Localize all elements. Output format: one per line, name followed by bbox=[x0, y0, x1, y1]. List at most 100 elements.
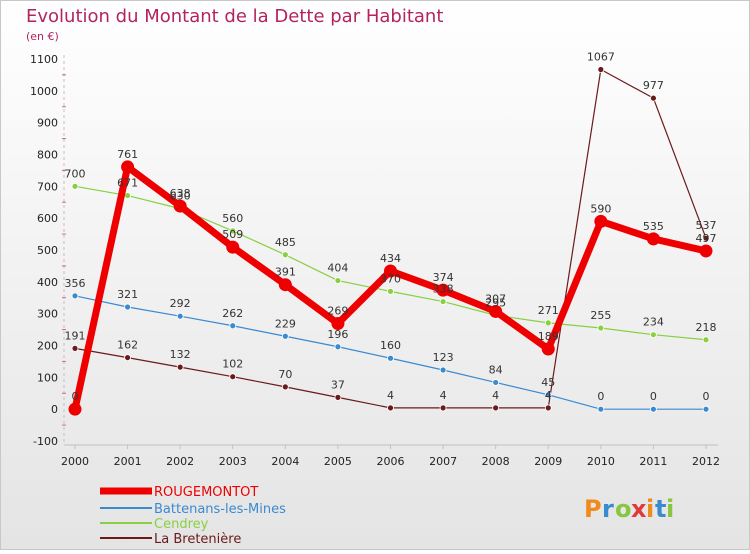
data-point bbox=[387, 354, 394, 362]
data-label: 434 bbox=[380, 252, 401, 265]
data-label: 391 bbox=[275, 266, 296, 279]
x-tick-label: 2006 bbox=[377, 455, 405, 468]
data-label: 977 bbox=[643, 79, 664, 92]
data-label: 590 bbox=[590, 202, 611, 215]
data-point bbox=[334, 393, 342, 401]
data-label: 189 bbox=[538, 330, 559, 343]
data-label: 700 bbox=[65, 167, 86, 180]
data-point bbox=[229, 373, 237, 381]
data-label: 560 bbox=[222, 212, 243, 225]
data-label: 638 bbox=[170, 187, 191, 200]
data-label: 356 bbox=[65, 277, 86, 290]
data-point bbox=[281, 251, 289, 259]
series-0 bbox=[68, 160, 713, 416]
data-point bbox=[646, 232, 660, 246]
data-label: 0 bbox=[597, 390, 604, 403]
data-label: 509 bbox=[222, 228, 243, 241]
data-label: 338 bbox=[433, 283, 454, 296]
data-label: 4 bbox=[440, 389, 447, 402]
data-label: 0 bbox=[703, 390, 710, 403]
data-label: 123 bbox=[433, 351, 454, 364]
logo-letter: i bbox=[666, 495, 674, 523]
x-tick-label: 2005 bbox=[324, 455, 352, 468]
y-tick-label: -100 bbox=[33, 435, 58, 448]
y-tick-label: 100 bbox=[37, 371, 58, 384]
data-label: 485 bbox=[275, 236, 296, 249]
data-point bbox=[489, 304, 503, 318]
data-point bbox=[439, 366, 447, 374]
data-label: 370 bbox=[380, 272, 401, 285]
series-3 bbox=[71, 66, 710, 412]
data-point bbox=[176, 312, 184, 320]
data-point bbox=[544, 391, 552, 399]
data-point bbox=[597, 324, 605, 332]
y-tick-label: 900 bbox=[37, 117, 58, 130]
y-tick-label: 700 bbox=[37, 180, 58, 193]
data-point bbox=[124, 303, 131, 311]
logo-letter: P bbox=[584, 495, 602, 523]
x-tick-label: 2011 bbox=[639, 455, 667, 468]
x-tick-label: 2004 bbox=[271, 455, 299, 468]
series-labels-2: 700 671 630 560 485 404 370 338 295 271 255 234 218 bbox=[65, 167, 717, 333]
data-point bbox=[384, 264, 397, 278]
data-point bbox=[544, 404, 552, 412]
logo-letter: i bbox=[646, 495, 654, 523]
data-point bbox=[281, 383, 289, 391]
x-tick-label: 2007 bbox=[429, 455, 457, 468]
data-label: 255 bbox=[590, 309, 611, 322]
logo-letter: r bbox=[602, 495, 614, 523]
data-label: 4 bbox=[545, 389, 552, 402]
data-point bbox=[71, 182, 79, 190]
data-point bbox=[124, 354, 131, 361]
data-point bbox=[124, 192, 131, 199]
data-point bbox=[334, 277, 342, 284]
data-point bbox=[334, 343, 342, 351]
data-label: 4 bbox=[492, 389, 499, 402]
data-label: 84 bbox=[489, 363, 503, 376]
chart-subtitle: (en €) bbox=[26, 30, 59, 43]
x-tick-label: 2003 bbox=[219, 455, 247, 468]
data-point bbox=[492, 404, 500, 412]
data-label: 70 bbox=[278, 368, 292, 381]
data-point bbox=[650, 94, 657, 102]
data-point bbox=[544, 319, 552, 327]
legend-label: ROUGEMONTOT bbox=[154, 485, 258, 500]
x-tick-label: 2008 bbox=[482, 455, 510, 468]
series-1 bbox=[71, 292, 710, 413]
x-tick-label: 2000 bbox=[61, 455, 89, 468]
data-label: 218 bbox=[696, 321, 717, 334]
y-tick-label: 1100 bbox=[30, 53, 58, 66]
data-point bbox=[387, 287, 394, 295]
data-label: 404 bbox=[327, 262, 348, 275]
data-label: 160 bbox=[380, 339, 401, 352]
data-label: 196 bbox=[327, 328, 348, 341]
data-point bbox=[436, 283, 450, 297]
data-point bbox=[281, 332, 289, 340]
data-label: 269 bbox=[327, 305, 348, 318]
data-label: 191 bbox=[65, 329, 86, 342]
data-label: 0 bbox=[650, 390, 657, 403]
y-tick-label: 0 bbox=[51, 403, 58, 416]
data-point bbox=[173, 199, 187, 213]
data-point bbox=[71, 344, 79, 352]
x-tick-label: 2009 bbox=[534, 455, 562, 468]
data-label: 0 bbox=[72, 390, 79, 403]
data-label: 132 bbox=[170, 348, 191, 361]
data-point bbox=[439, 404, 447, 412]
data-point bbox=[650, 331, 657, 339]
data-label: 537 bbox=[696, 219, 717, 232]
data-point bbox=[702, 336, 710, 344]
x-tick-label: 2012 bbox=[692, 455, 720, 468]
data-label: 162 bbox=[117, 339, 138, 352]
data-point bbox=[387, 404, 394, 412]
data-point bbox=[702, 234, 710, 242]
series-layer: 0761638509391269434374307189590535497356… bbox=[65, 51, 717, 416]
data-point bbox=[541, 342, 555, 356]
data-point bbox=[702, 405, 710, 413]
data-point bbox=[229, 227, 237, 235]
axes: -100010020030040050060070080090010001100… bbox=[30, 53, 720, 468]
data-label: 497 bbox=[696, 232, 717, 245]
data-label: 4 bbox=[387, 389, 394, 402]
